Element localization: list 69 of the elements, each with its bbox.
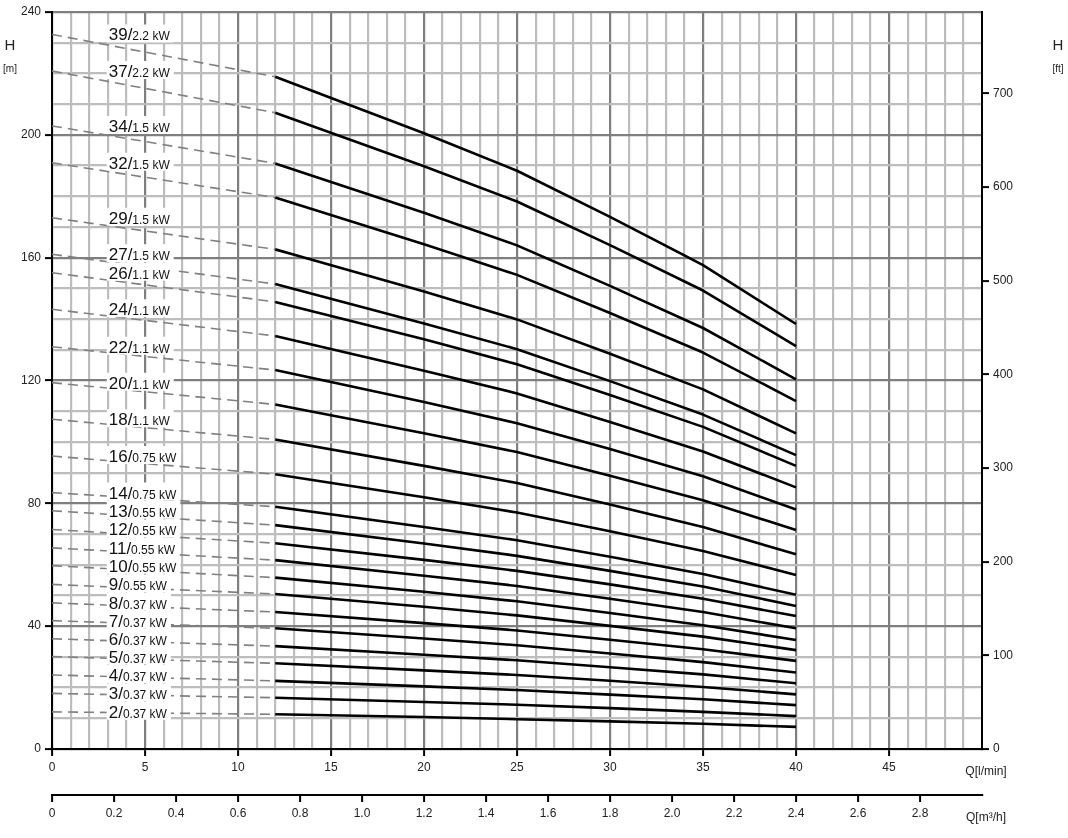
x-tick-label: 40: [789, 759, 803, 774]
series-label: 5/0.37 kW: [108, 647, 168, 667]
series-label: 4/0.37 kW: [108, 665, 168, 685]
series-label: 32/1.5 kW: [108, 153, 171, 173]
x2-tick-label: 1.0: [353, 805, 371, 820]
y-tick-label: 0: [34, 741, 42, 756]
series-label: 3/0.37 kW: [108, 684, 168, 704]
series-label: 29/1.5 kW: [108, 208, 171, 228]
series-label: 11/0.55 kW: [108, 538, 176, 558]
series-label: 26/1.1 kW: [108, 263, 171, 283]
y2-tick-label: 400: [993, 366, 1014, 381]
y2-tick-label: 500: [993, 273, 1014, 288]
x-axis-title: Q[l/min]: [965, 764, 1007, 779]
x-tick-label: 25: [510, 759, 524, 774]
x-tick-label: 10: [231, 759, 245, 774]
series-label: 16/0.75 kW: [108, 447, 178, 467]
y2-tick-label: 0: [993, 741, 1000, 756]
series-label: 12/0.55 kW: [108, 520, 178, 540]
y2-tick-label: 700: [993, 85, 1014, 100]
x2-tick-label: 0.8: [291, 805, 309, 820]
series-label: 39/2.2 kW: [108, 25, 171, 45]
x-tick-label: 5: [141, 759, 149, 774]
x2-tick-label: 0: [48, 805, 56, 820]
x2-tick-label: 1.4: [477, 805, 495, 820]
x2-tick-label: 1.2: [415, 805, 433, 820]
y2-tick-label: 100: [993, 647, 1014, 662]
y-axis-title: H [m]: [3, 36, 18, 74]
series-label: 22/1.1 kW: [108, 337, 171, 357]
y2-tick-label: 200: [993, 554, 1014, 569]
y-tick-label: 200: [20, 127, 42, 142]
x2-tick-label: 1.8: [601, 805, 619, 820]
x2-tick-label: 2.0: [663, 805, 681, 820]
series-label: 20/1.1 kW: [108, 373, 171, 393]
series-label: 27/1.5 kW: [108, 245, 171, 265]
x-tick-label: 15: [324, 759, 338, 774]
x-tick-label: 20: [417, 759, 431, 774]
series-label: 14/0.75 kW: [108, 483, 178, 503]
series-label: 7/0.37 kW: [108, 611, 168, 631]
x2-axis-title: Q[m³/h]: [965, 810, 1007, 825]
x2-tick-label: 0.6: [229, 805, 247, 820]
series-label: 37/2.2 kW: [108, 61, 171, 81]
x2-tick-label: 0.2: [105, 805, 123, 820]
y-tick-label: 240: [20, 4, 42, 19]
x2-tick-label: 2.8: [911, 805, 929, 820]
x-tick-label: 35: [696, 759, 710, 774]
x2-tick-label: 2.2: [725, 805, 743, 820]
x2-tick-label: 1.6: [539, 805, 557, 820]
series-label: 9/0.55 kW: [108, 575, 168, 595]
y-tick-label: 160: [20, 249, 42, 264]
series-label: 18/1.1 kW: [108, 410, 171, 430]
series-label: 2/0.37 kW: [108, 702, 168, 722]
y-tick-label: 40: [27, 618, 42, 633]
series-label: 13/0.55 kW: [108, 501, 178, 521]
y-tick-label: 120: [20, 372, 42, 387]
series-label: 6/0.37 kW: [108, 629, 168, 649]
x-tick-label: 0: [48, 759, 56, 774]
x-tick-label: 30: [603, 759, 617, 774]
series-label: 24/1.1 kW: [108, 300, 171, 320]
series-label: 34/1.5 kW: [108, 116, 171, 136]
series-label: 8/0.37 kW: [108, 593, 168, 613]
y2-tick-label: 300: [993, 460, 1014, 475]
series-label: 10/0.55 kW: [108, 556, 178, 576]
x-tick-label: 45: [882, 759, 896, 774]
y2-tick-label: 600: [993, 179, 1014, 194]
x2-tick-label: 0.4: [167, 805, 185, 820]
x2-tick-label: 2.6: [849, 805, 867, 820]
y2-axis-title: H [ft]: [1052, 36, 1064, 74]
x2-tick-label: 2.4: [787, 805, 805, 820]
y-tick-label: 80: [27, 495, 42, 510]
